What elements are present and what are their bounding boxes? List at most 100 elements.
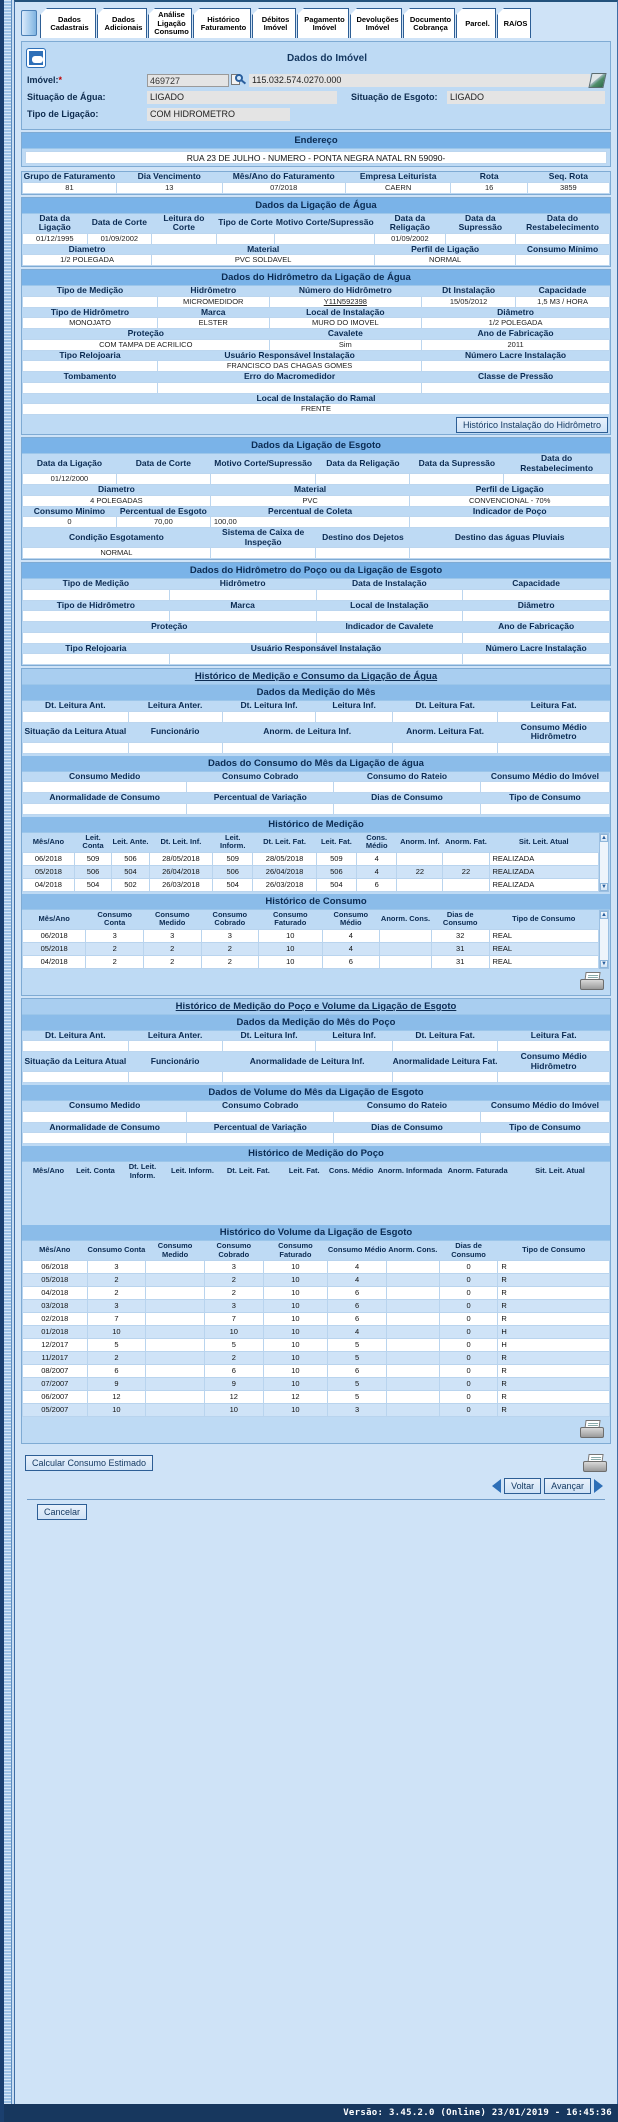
- scroll-up-icon[interactable]: ▲: [600, 833, 608, 842]
- table-row[interactable]: 08/2007 6 6 10 6 0 R: [22, 1364, 610, 1378]
- col-header: Anorm. Inf.: [396, 832, 443, 852]
- col-header: Tipo de Medição: [56, 285, 124, 295]
- table-row[interactable]: 04/2018 2 2 10 6 0 R: [22, 1286, 610, 1300]
- table-cell: [127, 1071, 223, 1083]
- voltar-button[interactable]: Voltar: [504, 1478, 542, 1494]
- table-cell: 4: [327, 1260, 387, 1274]
- tab-dados-cadastrais[interactable]: Dados Cadastrais: [40, 8, 96, 38]
- printer-icon[interactable]: [580, 1420, 604, 1438]
- tab-analise-ligacao-consumo[interactable]: Análise Ligação Consumo: [148, 8, 192, 38]
- table-cell: 2: [203, 1273, 264, 1287]
- col-header: Mês/Ano do Faturamento: [232, 171, 335, 181]
- table-cell: [315, 1040, 393, 1052]
- hidrometro-number-link[interactable]: Y11N592398: [268, 295, 423, 308]
- table-row[interactable]: 02/2018 7 7 10 6 0 R: [22, 1312, 610, 1326]
- scroll-down-icon[interactable]: ▼: [600, 959, 608, 968]
- printer-icon[interactable]: [580, 971, 604, 990]
- vertical-scrollbar[interactable]: ▲ ▼: [599, 909, 609, 969]
- col-header: Anorm. de Leitura Inf.: [263, 726, 352, 737]
- table-cell: R: [497, 1403, 610, 1417]
- printer-icon[interactable]: [583, 1454, 607, 1472]
- table-cell: R: [497, 1351, 610, 1365]
- table-cell: 10: [262, 1364, 329, 1378]
- calcular-consumo-estimado-button[interactable]: Calcular Consumo Estimado: [25, 1455, 154, 1471]
- tab-label: Dados Adicionais: [104, 14, 143, 32]
- tab-label: Documento Cobrança: [409, 14, 452, 32]
- cancelar-button[interactable]: Cancelar: [37, 1504, 88, 1520]
- imovel-input[interactable]: 469727: [147, 73, 229, 87]
- next-arrow-icon[interactable]: [594, 1479, 603, 1493]
- table-cell: 10: [86, 1403, 147, 1417]
- tab-debitos-imovel[interactable]: Débitos Imóvel: [252, 8, 296, 38]
- table-cell: [186, 1110, 335, 1123]
- table-cell: 04/2018: [22, 877, 75, 892]
- table-row[interactable]: 01/2018 10 10 10 4 0 H: [22, 1325, 610, 1339]
- col-header: Data do Restabelecimento: [520, 453, 594, 473]
- search-icon[interactable]: [231, 73, 247, 87]
- col-header: Condição Esgotamento: [68, 531, 164, 542]
- table-cell: [479, 802, 611, 815]
- divider: [27, 1499, 605, 1500]
- table-cell: 5: [327, 1390, 387, 1404]
- table-body: 06/2018 3 3 10 4 0 R 05/2018 2 2 10 4 0 R 04/2018 2 2 10 6…: [22, 1260, 610, 1417]
- medicao-mes-title: Dados da Medição do Mês: [22, 685, 610, 701]
- table-row[interactable]: 06/2018 3 3 10 4 0 R: [22, 1260, 610, 1274]
- historico-esgoto-title: Histórico de Medição do Poço e Volume da…: [22, 998, 610, 1015]
- tab-ra-os[interactable]: RA/OS: [497, 8, 531, 38]
- table-cell: 506: [73, 864, 113, 879]
- tab-historico-faturamento[interactable]: Histórico Faturamento: [193, 8, 251, 38]
- table-cell: [127, 741, 223, 754]
- table-cell: [127, 1040, 223, 1052]
- eraser-icon[interactable]: [588, 72, 607, 88]
- table-cell: 509: [212, 851, 254, 866]
- col-header: Sistema de Caixa de Inspeção: [222, 527, 305, 547]
- table-cell: R: [497, 1286, 610, 1300]
- table-row[interactable]: 05/2007 10 10 10 3 0 R: [22, 1403, 610, 1417]
- table-header-row: Mês/Ano Leit. Conta Leit. Ante. Dt. Leit. I…: [22, 832, 599, 852]
- table-cell: 3: [327, 1403, 387, 1417]
- comment-bubble-icon[interactable]: [26, 48, 46, 68]
- tab-documento-cobranca[interactable]: Documento Cobrança: [403, 8, 455, 38]
- table-row[interactable]: 06/2007 12 12 12 5 0 R: [22, 1390, 610, 1404]
- table-row[interactable]: 06/2018 509 506 28/05/2018 509 28/05/2018 509 4…: [22, 851, 600, 866]
- table-cell: [385, 1364, 440, 1378]
- table-row[interactable]: 07/2007 9 9 10 5 0 R: [22, 1377, 610, 1391]
- vertical-scrollbar[interactable]: ▲ ▼: [599, 832, 609, 892]
- table-cell: [442, 877, 490, 892]
- table-row[interactable]: 04/2018 504 502 26/03/2018 504 26/03/2018 504 6…: [22, 877, 600, 892]
- col-header: Hidrômetro: [219, 578, 266, 588]
- table-cell: 13: [115, 181, 223, 194]
- previous-arrow-icon[interactable]: [492, 1479, 502, 1493]
- tab-devolucoes-imovel[interactable]: Devoluções Imóvel: [350, 8, 402, 38]
- table-cell: [145, 1364, 205, 1378]
- table-cell: 10: [262, 1273, 329, 1287]
- table-cell: REAL: [488, 941, 600, 956]
- avancar-button[interactable]: Avançar: [544, 1478, 591, 1494]
- table-row[interactable]: 12/2017 5 5 10 5 0 H: [22, 1338, 610, 1352]
- tab-parcel[interactable]: Parcel.: [456, 8, 496, 38]
- table-cell: 07/2018: [221, 181, 346, 194]
- col-header: Funcionário: [150, 726, 200, 737]
- col-header: Tipo de Consumo: [509, 1121, 581, 1132]
- tab-pagamento-imovel[interactable]: Pagamento Imóvel: [297, 8, 349, 38]
- table-row[interactable]: 05/2018 2 2 10 4 0 R: [22, 1273, 610, 1287]
- table-cell: 0: [22, 516, 117, 528]
- table-cell: 10: [86, 1325, 147, 1339]
- hidrometro-esgoto-section: Dados do Hidrômetro do Poço ou da Ligaçã…: [21, 562, 611, 666]
- scroll-up-icon[interactable]: ▲: [600, 910, 608, 919]
- table-cell: [22, 588, 170, 601]
- historico-instalacao-hidrometro-button[interactable]: Histórico Instalação do Hidrômetro: [455, 417, 608, 433]
- col-header: Leit. Fat.: [316, 832, 357, 852]
- table-row[interactable]: 04/2018 2 2 2 10 6 31 REAL: [21, 954, 600, 969]
- table-row[interactable]: 05/2018 506 504 26/04/2018 506 26/04/2018 506 4…: [22, 864, 600, 879]
- table-row[interactable]: 03/2018 3 3 10 6 0 R: [22, 1299, 610, 1313]
- table-cell: R: [497, 1299, 610, 1313]
- table-row[interactable]: 06/2018 3 3 3 10 4 32 REAL: [21, 928, 600, 943]
- table-cell: 07/2007: [22, 1377, 88, 1391]
- scroll-down-icon[interactable]: ▼: [600, 882, 608, 891]
- table-row[interactable]: 11/2017 2 2 10 5 0 R: [22, 1351, 610, 1365]
- table-cell: 10: [262, 1286, 329, 1300]
- table-cell: 81: [22, 181, 117, 194]
- table-row[interactable]: 05/2018 2 2 2 10 4 31 REAL: [21, 941, 600, 956]
- tab-dados-adicionais[interactable]: Dados Adicionais: [97, 8, 147, 38]
